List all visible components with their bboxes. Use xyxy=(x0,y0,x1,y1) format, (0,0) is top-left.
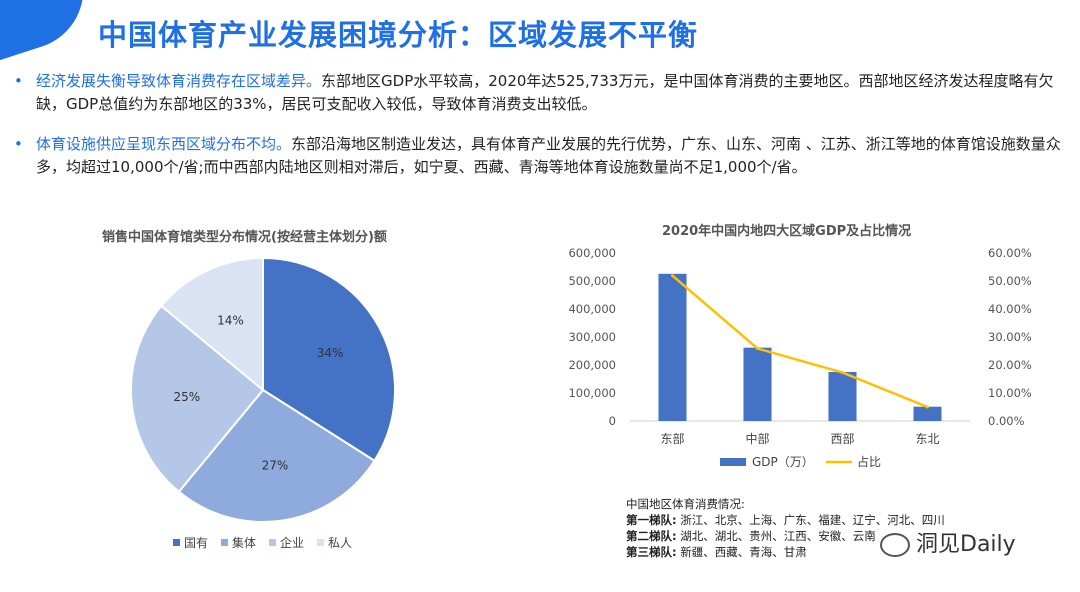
x-tick-label: 西部 xyxy=(830,431,854,446)
y2-tick-label: 20.00% xyxy=(988,358,1032,372)
notes-row-label: 第一梯队: xyxy=(626,513,677,527)
gdp-bar-西部 xyxy=(828,372,857,421)
bar-chart-title: 2020年中国内地四大区域GDP及占比情况 xyxy=(662,224,912,239)
pie-legend-label: 国有 xyxy=(184,536,208,550)
notes-row: 第三梯队: 新疆、西藏、青海、甘肃 xyxy=(626,544,945,560)
notes-row-value: 湖北、湖北、贵州、江西、安徽、云南 xyxy=(680,529,876,543)
notes-heading: 中国地区体育消费情况: xyxy=(626,497,745,511)
legend-label-gdp: GDP（万） xyxy=(752,455,814,469)
pie-data-label: 25% xyxy=(173,390,200,404)
share-point xyxy=(841,371,844,375)
bullet-highlight: 体育设施供应呈现东西区域分布不均。 xyxy=(36,135,292,153)
notes-row: 第二梯队: 湖北、湖北、贵州、江西、安徽、云南 xyxy=(626,528,945,544)
pie-chart: 34% 27% 25% 14% 国有 集体 企业 私人 xyxy=(130,256,396,550)
pie-legend-swatch xyxy=(221,539,228,546)
bullet-economy: • 经济发展失衡导致体育消费存在区域差异。东部地区GDP水平较高，2020年达5… xyxy=(14,70,1064,116)
pie-legend-label: 集体 xyxy=(232,535,256,550)
pie-legend-label: 企业 xyxy=(280,535,304,550)
y-tick-label: 0 xyxy=(609,414,616,428)
pie-chart-title: 销售中国体育馆类型分布情况(按经营主体划分)额 xyxy=(102,230,387,245)
notes-row-value: 新疆、西藏、青海、甘肃 xyxy=(680,545,807,559)
x-tick-label: 东北 xyxy=(915,432,939,446)
notes-row-label: 第二梯队: xyxy=(626,529,677,543)
share-point xyxy=(926,405,929,409)
bullet-dot-icon: • xyxy=(14,135,23,153)
share-line xyxy=(671,274,928,409)
y2-tick-label: 40.00% xyxy=(988,302,1032,316)
y2-tick-label: 60.00% xyxy=(988,246,1032,260)
consumption-notes: 中国地区体育消费情况: 第一梯队: 浙江、北京、上海、广东、福建、辽宁、河北、四… xyxy=(626,496,945,560)
pie-slice-企业 xyxy=(130,304,265,494)
pie-slice-集体 xyxy=(177,388,376,523)
x-tick-label: 东部 xyxy=(660,431,684,446)
share-point xyxy=(671,274,674,278)
notes-row-label: 第三梯队: xyxy=(626,545,677,559)
watermark-text: 洞见Daily xyxy=(916,532,1016,557)
pie-slice-私人 xyxy=(159,256,264,393)
notes-row-value: 浙江、北京、上海、广东、福建、辽宁、河北、四川 xyxy=(680,513,945,527)
x-tick-label: 中部 xyxy=(745,431,769,446)
bullet-highlight: 经济发展失衡导致体育消费存在区域差异。 xyxy=(36,72,322,90)
y-tick-label: 500,000 xyxy=(568,274,616,288)
y-tick-label: 100,000 xyxy=(568,386,616,400)
bullet-text: 东部沿海地区制造业发达，具有体育产业发展的先行优势，广东、山东、河南 、江苏、浙… xyxy=(36,135,1061,176)
pie-data-label: 34% xyxy=(317,346,344,360)
watermark: 洞见Daily xyxy=(880,526,1016,558)
y2-tick-label: 10.00% xyxy=(988,386,1032,400)
y-tick-label: 400,000 xyxy=(568,302,616,316)
pie-data-label: 14% xyxy=(217,314,244,328)
y-tick-label: 600,000 xyxy=(568,246,616,260)
notes-row: 第一梯队: 浙江、北京、上海、广东、福建、辽宁、河北、四川 xyxy=(626,512,945,528)
share-point xyxy=(756,346,759,350)
bullet-dot-icon: • xyxy=(14,72,23,90)
y-tick-label: 200,000 xyxy=(568,358,616,372)
gdp-bar-东北 xyxy=(913,406,942,421)
y-tick-label: 300,000 xyxy=(568,330,616,344)
bullet-facilities: • 体育设施供应呈现东西区域分布不均。东部沿海地区制造业发达，具有体育产业发展的… xyxy=(14,133,1064,179)
page-title: 中国体育产业发展困境分析：区域发展不平衡 xyxy=(98,18,699,52)
pie-legend-swatch xyxy=(269,539,276,546)
corner-decoration xyxy=(0,0,99,67)
bullet-text: 东部地区GDP水平较高，2020年达525,733万元，是中国体育消费的主要地区… xyxy=(36,72,1054,113)
pie-data-label: 27% xyxy=(262,459,289,473)
y2-tick-label: 0.00% xyxy=(988,414,1025,428)
wechat-icon xyxy=(880,533,910,557)
pie-legend-label: 私人 xyxy=(328,536,352,550)
legend-swatch-gdp xyxy=(720,458,746,466)
gdp-bar-中部 xyxy=(743,347,772,421)
pie-legend-swatch xyxy=(317,539,324,546)
y2-tick-label: 50.00% xyxy=(988,274,1032,288)
gdp-bar-东部 xyxy=(658,273,687,421)
pie-legend-swatch xyxy=(173,539,180,546)
legend-label-share: 占比 xyxy=(857,454,881,469)
gdp-combo-chart: 0 100,000 200,000 300,000 400,000 500,000 600,… xyxy=(568,246,1032,469)
y2-tick-label: 30.00% xyxy=(988,330,1032,344)
